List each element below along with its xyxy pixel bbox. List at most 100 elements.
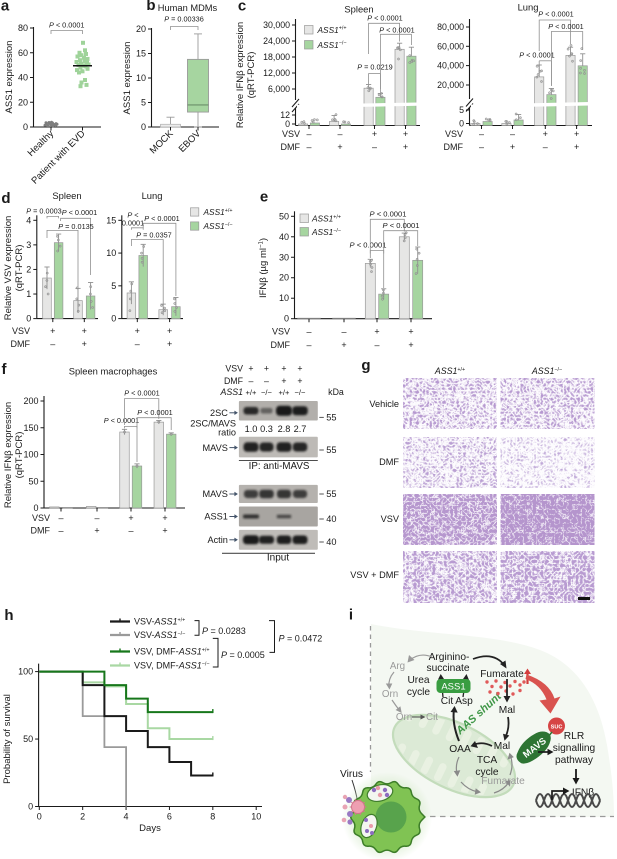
svg-text:+/+: +/+ bbox=[279, 388, 291, 397]
svg-text:DMF: DMF bbox=[224, 376, 244, 386]
svg-text:DMF: DMF bbox=[271, 340, 291, 350]
svg-text:ASS1: ASS1 bbox=[441, 682, 465, 693]
svg-text:+: + bbox=[167, 339, 172, 349]
svg-text:5: 5 bbox=[459, 105, 464, 115]
svg-text:0: 0 bbox=[26, 314, 31, 324]
svg-text:8: 8 bbox=[210, 812, 215, 822]
svg-text:(qRT-PCR): (qRT-PCR) bbox=[14, 245, 25, 292]
svg-text:3: 3 bbox=[26, 240, 31, 250]
svg-text:signalling: signalling bbox=[553, 743, 596, 754]
svg-text:Arginino-: Arginino- bbox=[429, 652, 470, 663]
svg-text:P = 0.0283: P = 0.0283 bbox=[202, 626, 246, 636]
svg-text:Asp: Asp bbox=[455, 696, 473, 707]
svg-text:+: + bbox=[94, 526, 99, 536]
svg-text:VSV, DMF-ASS1−/−: VSV, DMF-ASS1−/− bbox=[134, 661, 210, 671]
svg-text:IFNβ (µg ml−1): IFNβ (µg ml−1) bbox=[258, 238, 269, 298]
svg-text:VSV: VSV bbox=[12, 326, 30, 336]
svg-text:P < 0.0001: P < 0.0001 bbox=[104, 416, 140, 425]
svg-text:ASS1 expression: ASS1 expression bbox=[122, 42, 133, 115]
svg-text:P = 0.0135: P = 0.0135 bbox=[58, 222, 94, 231]
svg-text:10: 10 bbox=[279, 293, 289, 303]
svg-text:+: + bbox=[264, 364, 269, 374]
svg-text:MAVS: MAVS bbox=[203, 443, 228, 453]
svg-text:40: 40 bbox=[326, 514, 336, 524]
svg-text:+: + bbox=[543, 129, 548, 139]
svg-text:–: – bbox=[306, 340, 311, 350]
svg-text:2: 2 bbox=[80, 812, 85, 822]
svg-text:Arg: Arg bbox=[390, 661, 405, 672]
svg-text:succinate: succinate bbox=[426, 663, 469, 674]
svg-text:0: 0 bbox=[141, 122, 146, 132]
svg-text:–: – bbox=[374, 340, 379, 350]
svg-text:–: – bbox=[50, 339, 55, 349]
svg-text:IFNβ: IFNβ bbox=[572, 788, 594, 799]
svg-text:40,000: 40,000 bbox=[437, 61, 464, 71]
svg-text:Days: Days bbox=[139, 823, 161, 834]
svg-text:Spleen: Spleen bbox=[52, 190, 81, 201]
svg-text:Human MDMs: Human MDMs bbox=[158, 3, 218, 13]
svg-text:55: 55 bbox=[326, 445, 336, 455]
svg-text:+: + bbox=[297, 376, 302, 386]
svg-text:+: + bbox=[167, 326, 172, 336]
svg-text:P < 0.0001: P < 0.0001 bbox=[367, 14, 403, 23]
svg-text:2SC/MAVS: 2SC/MAVS bbox=[190, 418, 236, 428]
svg-text:6: 6 bbox=[167, 812, 172, 822]
svg-text:+: + bbox=[162, 526, 167, 536]
svg-text:40: 40 bbox=[326, 537, 336, 547]
svg-text:80: 80 bbox=[18, 23, 28, 33]
svg-text:kDa: kDa bbox=[328, 387, 344, 397]
svg-text:P < 0.0001: P < 0.0001 bbox=[370, 210, 407, 219]
svg-text:Lung: Lung bbox=[142, 190, 163, 201]
svg-text:ASS1+/+: ASS1+/+ bbox=[203, 207, 233, 217]
svg-text:6,000: 6,000 bbox=[268, 84, 290, 94]
svg-text:Probability of survival: Probability of survival bbox=[2, 694, 13, 784]
svg-text:–: – bbox=[94, 513, 99, 523]
svg-text:12,000: 12,000 bbox=[263, 68, 290, 78]
svg-text:+: + bbox=[574, 142, 579, 152]
svg-text:+: + bbox=[403, 142, 408, 152]
svg-text:Orn: Orn bbox=[382, 689, 398, 700]
svg-text:P < 0.0001: P < 0.0001 bbox=[350, 241, 387, 250]
svg-text:55: 55 bbox=[326, 489, 336, 499]
svg-text:+: + bbox=[372, 129, 377, 139]
svg-text:P < 0.0001: P < 0.0001 bbox=[137, 408, 173, 417]
svg-text:Cit: Cit bbox=[441, 696, 454, 707]
svg-text:0: 0 bbox=[284, 314, 289, 324]
svg-text:Actin: Actin bbox=[207, 535, 227, 545]
svg-text:P < 0.0001: P < 0.0001 bbox=[383, 221, 420, 230]
svg-text:40: 40 bbox=[18, 73, 28, 83]
svg-text:−/−: −/− bbox=[295, 388, 307, 397]
svg-text:60,000: 60,000 bbox=[437, 41, 464, 51]
svg-text:P < 0.0001: P < 0.0001 bbox=[49, 21, 85, 30]
svg-text:10: 10 bbox=[251, 812, 261, 822]
svg-text:Orn: Orn bbox=[396, 712, 412, 723]
svg-text:Mal: Mal bbox=[494, 741, 510, 752]
svg-text:+: + bbox=[337, 142, 342, 152]
svg-text:a: a bbox=[1, 0, 10, 15]
svg-text:DMF: DMF bbox=[444, 142, 464, 152]
svg-text:(qRT-PCR): (qRT-PCR) bbox=[246, 52, 257, 99]
svg-text:30: 30 bbox=[279, 252, 289, 262]
svg-text:h: h bbox=[4, 607, 13, 624]
svg-text:IP: anti-MAVS: IP: anti-MAVS bbox=[249, 461, 310, 472]
svg-text:20: 20 bbox=[279, 273, 289, 283]
svg-text:15: 15 bbox=[136, 49, 146, 59]
svg-text:cycle: cycle bbox=[407, 687, 431, 698]
svg-text:(qRT-PCR): (qRT-PCR) bbox=[14, 432, 25, 479]
svg-text:RLR: RLR bbox=[564, 731, 584, 742]
svg-text:P < 0.0001: P < 0.0001 bbox=[379, 26, 415, 35]
svg-text:−/−: −/− bbox=[261, 388, 273, 397]
svg-text:+: + bbox=[128, 513, 133, 523]
svg-text:d: d bbox=[1, 190, 10, 207]
svg-text:–: – bbox=[306, 142, 311, 152]
svg-text:2SC: 2SC bbox=[210, 408, 228, 418]
svg-text:30,000: 30,000 bbox=[263, 20, 290, 30]
svg-text:VSV + DMF: VSV + DMF bbox=[350, 570, 399, 580]
svg-text:+: + bbox=[510, 142, 515, 152]
svg-text:+: + bbox=[374, 327, 379, 337]
svg-text:P < 0.0001: P < 0.0001 bbox=[124, 388, 160, 397]
svg-text:–: – bbox=[479, 129, 484, 139]
svg-text:ASS1−/−: ASS1−/− bbox=[317, 40, 347, 50]
svg-text:Fumarate: Fumarate bbox=[481, 776, 525, 787]
svg-text:–: – bbox=[479, 142, 484, 152]
